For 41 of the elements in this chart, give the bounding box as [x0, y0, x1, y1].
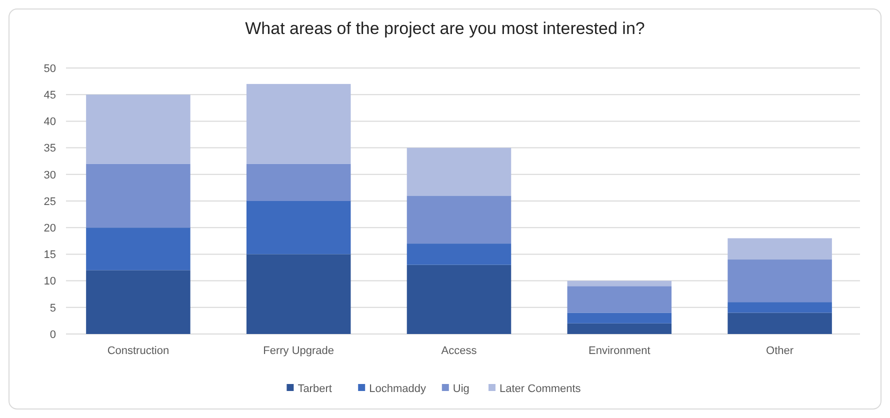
bar	[567, 323, 672, 334]
bar	[246, 201, 351, 254]
bar	[406, 148, 512, 196]
y-tick-label: 35	[44, 142, 56, 155]
y-tick-label: 30	[44, 169, 56, 182]
bar	[728, 260, 832, 302]
bar	[567, 312, 672, 324]
y-tick-label: 15	[44, 249, 56, 262]
legend-label: Lochmaddy	[369, 382, 426, 395]
y-tick-label: 0	[50, 328, 56, 341]
legend-label: Uig	[452, 382, 470, 395]
x-tick-label: Access	[441, 345, 478, 357]
y-tick-label: 5	[50, 302, 56, 314]
y-tick-label: 50	[44, 62, 56, 75]
legend-label: Later Comments	[500, 382, 582, 395]
chart-title: What areas of the project are you most interested in?	[245, 19, 645, 38]
bar	[406, 196, 512, 244]
y-tick-label: 10	[44, 276, 56, 288]
y-tick-label: 40	[44, 116, 56, 128]
bar	[728, 238, 832, 260]
bar	[728, 302, 832, 313]
y-tick-label: 25	[44, 196, 56, 208]
bar	[86, 94, 190, 164]
bar	[246, 254, 351, 334]
bar	[406, 264, 512, 334]
legend-label: Tarbert	[298, 382, 332, 395]
bar	[86, 228, 190, 270]
y-tick-label: 20	[44, 222, 56, 234]
bar	[86, 270, 190, 334]
bar	[246, 84, 351, 164]
x-tick-label: Environment	[588, 345, 650, 357]
bar	[567, 286, 672, 313]
bar	[246, 164, 351, 201]
x-tick-label: Ferry Upgrade	[263, 345, 334, 357]
bar	[86, 164, 190, 228]
x-tick-label: Construction	[107, 345, 170, 357]
y-tick-label: 45	[44, 89, 56, 102]
x-tick-label: Other	[766, 345, 794, 357]
bar	[406, 244, 512, 265]
bar	[728, 312, 832, 334]
bar	[567, 280, 672, 286]
